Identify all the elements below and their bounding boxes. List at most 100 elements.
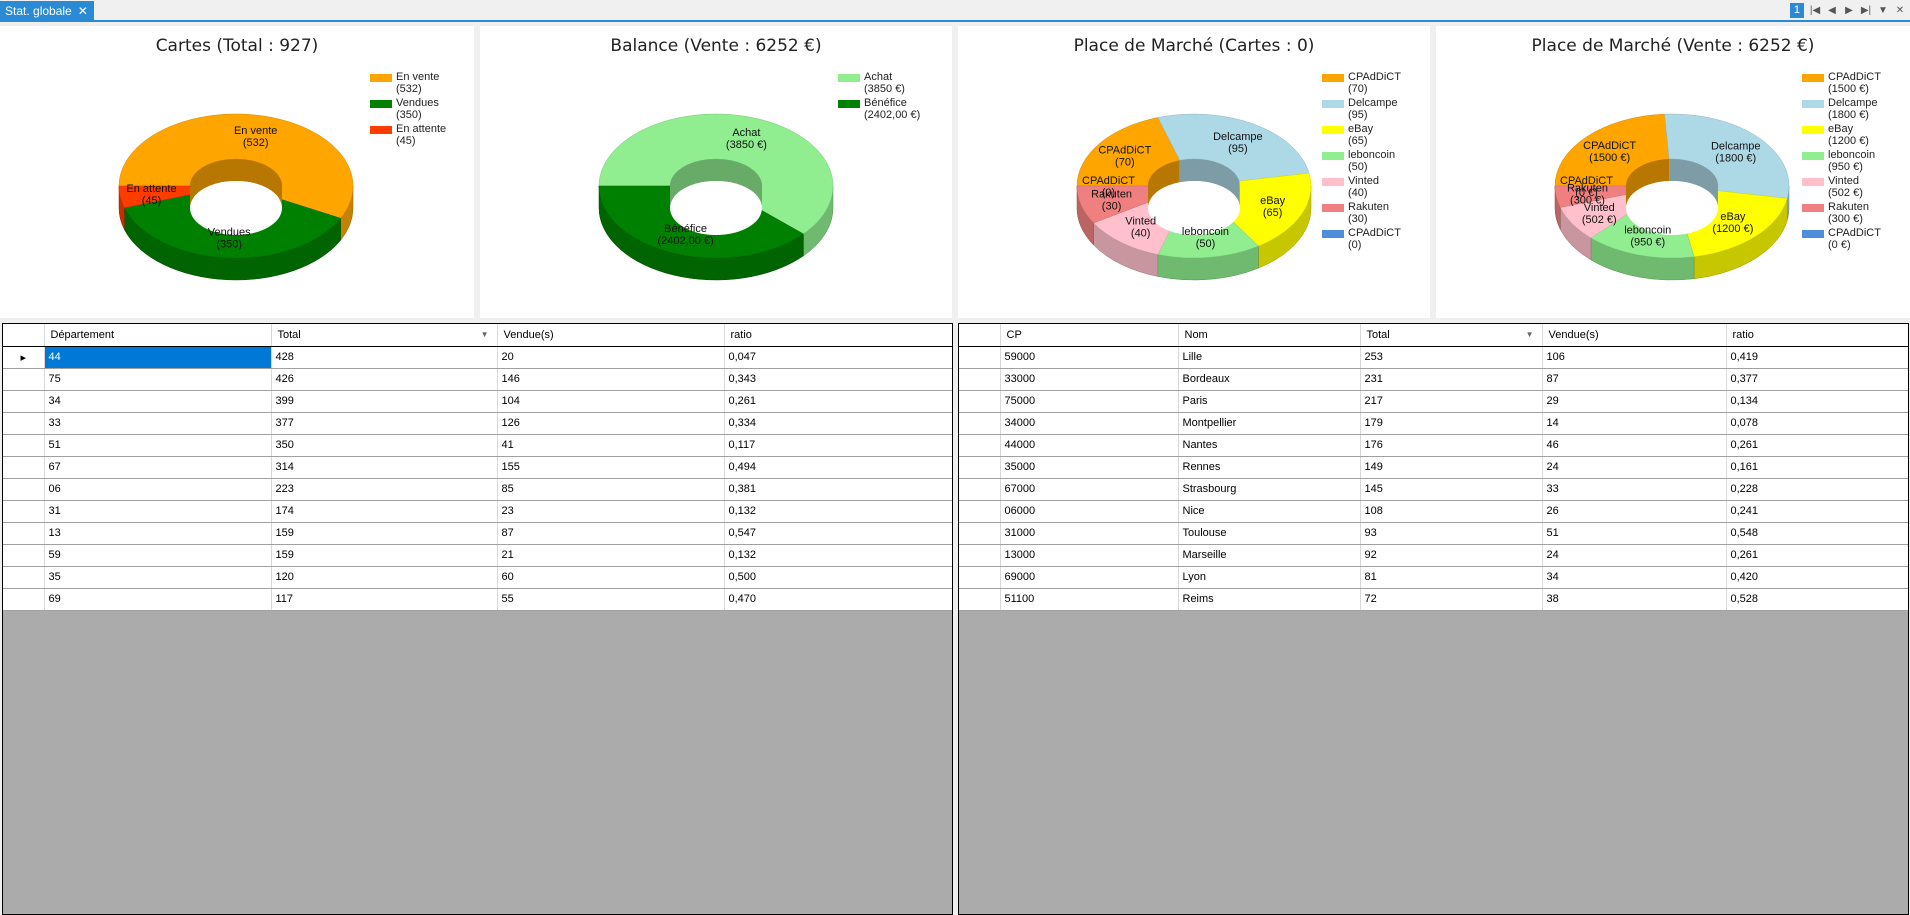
table-cell[interactable]: 75 xyxy=(44,368,272,391)
table-cell[interactable]: 217 xyxy=(1360,390,1543,413)
column-header-nom[interactable]: Nom xyxy=(1178,324,1361,347)
column-header-total[interactable]: Total ▼ xyxy=(1360,324,1543,347)
table-cell[interactable]: 0,343 xyxy=(724,368,952,391)
table-cell[interactable]: 0,528 xyxy=(1726,588,1908,611)
table-cell[interactable]: 34 xyxy=(44,390,272,413)
table-cell[interactable]: 85 xyxy=(497,478,725,501)
table-cell[interactable]: 46 xyxy=(1542,434,1727,457)
table-cell[interactable]: 0,132 xyxy=(724,500,952,523)
table-cell[interactable]: 0,261 xyxy=(1726,544,1908,567)
table-cell[interactable]: 24 xyxy=(1542,544,1727,567)
column-header-cp[interactable]: CP xyxy=(1000,324,1179,347)
table-cell[interactable]: 14 xyxy=(1542,412,1727,435)
table-cell[interactable]: 179 xyxy=(1360,412,1543,435)
table-cell[interactable]: 176 xyxy=(1360,434,1543,457)
row-header[interactable] xyxy=(959,368,1001,391)
row-header[interactable] xyxy=(959,478,1001,501)
row-header[interactable] xyxy=(959,434,1001,457)
table-cell[interactable]: 44 xyxy=(44,346,272,369)
table-cell[interactable]: 253 xyxy=(1360,346,1543,369)
table-row[interactable]: 33000 Bordeaux 231 87 0,377 xyxy=(959,368,1908,391)
table-cell[interactable]: Paris xyxy=(1178,390,1361,413)
table-cell[interactable]: Rennes xyxy=(1178,456,1361,479)
table-cell[interactable]: 0,161 xyxy=(1726,456,1908,479)
table-cell[interactable]: 231 xyxy=(1360,368,1543,391)
table-cell[interactable]: 149 xyxy=(1360,456,1543,479)
table-row[interactable]: 75000 Paris 217 29 0,134 xyxy=(959,390,1908,413)
row-header[interactable] xyxy=(3,368,45,391)
table-row[interactable]: 67 314 155 0,494 xyxy=(3,456,952,479)
table-cell[interactable]: 145 xyxy=(1360,478,1543,501)
column-header-ratio[interactable]: ratio xyxy=(1726,324,1908,347)
table-cell[interactable]: 0,261 xyxy=(1726,434,1908,457)
city-grid[interactable]: CP Nom Total ▼ Vendue(s) ratio 59000 Lille… xyxy=(958,323,1909,915)
row-header[interactable] xyxy=(3,588,45,611)
table-row[interactable]: 75 426 146 0,343 xyxy=(3,368,952,391)
table-cell[interactable]: 93 xyxy=(1360,522,1543,545)
table-cell[interactable]: 75000 xyxy=(1000,390,1179,413)
table-row[interactable]: 51100 Reims 72 38 0,528 xyxy=(959,588,1908,611)
table-cell[interactable]: Montpellier xyxy=(1178,412,1361,435)
table-row[interactable]: 34000 Montpellier 179 14 0,078 xyxy=(959,412,1908,435)
table-cell[interactable]: 81 xyxy=(1360,566,1543,589)
row-header[interactable]: ▸ xyxy=(3,346,45,369)
table-cell[interactable]: 55 xyxy=(497,588,725,611)
table-cell[interactable]: Marseille xyxy=(1178,544,1361,567)
table-cell[interactable]: 67000 xyxy=(1000,478,1179,501)
table-row[interactable]: 59000 Lille 253 106 0,419 xyxy=(959,346,1908,369)
table-row[interactable]: 35000 Rennes 149 24 0,161 xyxy=(959,456,1908,479)
table-cell[interactable]: 0,381 xyxy=(724,478,952,501)
table-cell[interactable]: 35 xyxy=(44,566,272,589)
table-cell[interactable]: 0,419 xyxy=(1726,346,1908,369)
table-cell[interactable]: 23 xyxy=(497,500,725,523)
table-cell[interactable]: 0,547 xyxy=(724,522,952,545)
table-row[interactable]: 13000 Marseille 92 24 0,261 xyxy=(959,544,1908,567)
row-header[interactable] xyxy=(959,566,1001,589)
table-cell[interactable]: Strasbourg xyxy=(1178,478,1361,501)
row-header[interactable] xyxy=(959,588,1001,611)
table-cell[interactable]: 106 xyxy=(1542,346,1727,369)
table-cell[interactable]: 0,117 xyxy=(724,434,952,457)
table-cell[interactable]: 0,470 xyxy=(724,588,952,611)
table-row[interactable]: 44000 Nantes 176 46 0,261 xyxy=(959,434,1908,457)
table-cell[interactable]: 67 xyxy=(44,456,272,479)
table-cell[interactable]: 33000 xyxy=(1000,368,1179,391)
table-cell[interactable]: 20 xyxy=(497,346,725,369)
row-header[interactable] xyxy=(959,346,1001,369)
table-cell[interactable]: 06 xyxy=(44,478,272,501)
row-header[interactable] xyxy=(3,544,45,567)
table-row[interactable]: 69 117 55 0,470 xyxy=(3,588,952,611)
table-cell[interactable]: 33 xyxy=(1542,478,1727,501)
table-cell[interactable]: 51 xyxy=(44,434,272,457)
table-row[interactable]: 31 174 23 0,132 xyxy=(3,500,952,523)
table-row[interactable]: 06 223 85 0,381 xyxy=(3,478,952,501)
table-cell[interactable]: 0,494 xyxy=(724,456,952,479)
table-cell[interactable]: 159 xyxy=(271,522,498,545)
table-cell[interactable]: 06000 xyxy=(1000,500,1179,523)
table-cell[interactable]: 0,241 xyxy=(1726,500,1908,523)
table-row[interactable]: ▸ 44 428 20 0,047 xyxy=(3,346,952,369)
table-cell[interactable]: 314 xyxy=(271,456,498,479)
row-header[interactable] xyxy=(3,456,45,479)
dropdown-icon[interactable]: ▼ xyxy=(1878,5,1888,16)
table-cell[interactable]: 13000 xyxy=(1000,544,1179,567)
first-page-icon[interactable]: |◀ xyxy=(1809,5,1821,16)
table-cell[interactable]: 350 xyxy=(271,434,498,457)
table-cell[interactable]: 41 xyxy=(497,434,725,457)
table-cell[interactable]: 33 xyxy=(44,412,272,435)
table-cell[interactable]: Nantes xyxy=(1178,434,1361,457)
table-cell[interactable]: 60 xyxy=(497,566,725,589)
table-cell[interactable]: 0,047 xyxy=(724,346,952,369)
column-header-vendues[interactable]: Vendue(s) xyxy=(497,324,725,347)
table-row[interactable]: 51 350 41 0,117 xyxy=(3,434,952,457)
table-cell[interactable]: 0,261 xyxy=(724,390,952,413)
row-header[interactable] xyxy=(959,390,1001,413)
row-header[interactable] xyxy=(959,412,1001,435)
table-cell[interactable]: Toulouse xyxy=(1178,522,1361,545)
table-cell[interactable]: 34000 xyxy=(1000,412,1179,435)
table-cell[interactable]: 87 xyxy=(1542,368,1727,391)
table-cell[interactable]: 31 xyxy=(44,500,272,523)
table-cell[interactable]: 35000 xyxy=(1000,456,1179,479)
table-cell[interactable]: 26 xyxy=(1542,500,1727,523)
row-header[interactable] xyxy=(3,478,45,501)
